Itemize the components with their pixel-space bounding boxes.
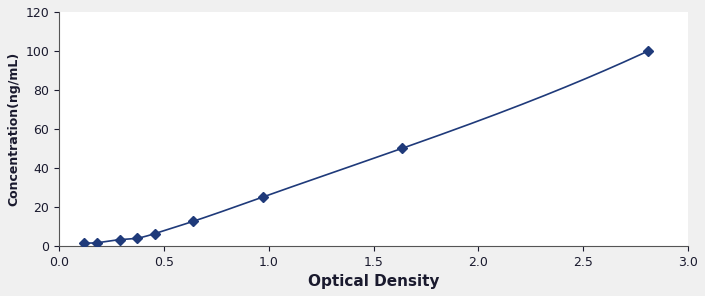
Y-axis label: Concentration(ng/mL): Concentration(ng/mL) [7,52,20,206]
X-axis label: Optical Density: Optical Density [308,274,439,289]
